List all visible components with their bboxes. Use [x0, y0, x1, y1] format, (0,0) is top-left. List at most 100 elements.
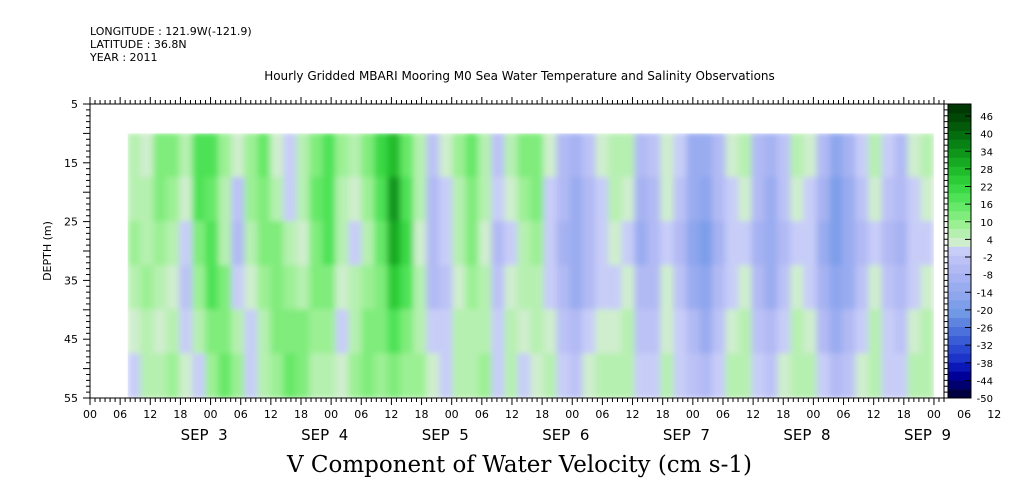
heatmap-cell: [673, 177, 688, 223]
colorbar-swatch: [948, 148, 971, 158]
heatmap-cell: [166, 177, 181, 223]
heatmap-cell: [348, 309, 363, 355]
heatmap-cell: [413, 133, 428, 178]
heatmap-cell: [829, 309, 844, 355]
heatmap-cell: [595, 177, 610, 223]
heatmap-cell: [179, 309, 194, 355]
heatmap-cell: [179, 353, 194, 398]
heatmap-cell: [881, 133, 896, 178]
heatmap-cell: [166, 353, 181, 398]
heatmap-cell: [465, 221, 480, 267]
heatmap-cell: [582, 177, 597, 223]
x-tick-label: 00: [204, 408, 218, 421]
heatmap-cell: [400, 353, 415, 398]
heatmap-cell: [855, 265, 870, 311]
colorbar-label: -32: [977, 341, 993, 352]
heatmap-cell: [920, 177, 934, 223]
colorbar-swatch: [948, 210, 971, 221]
heatmap-cell: [803, 265, 818, 311]
heatmap-cell: [777, 221, 792, 267]
heatmap-cell: [829, 177, 844, 223]
heatmap-cell: [621, 353, 636, 398]
colorbar-swatch: [948, 219, 971, 230]
heatmap-cell: [816, 309, 831, 355]
colorbar-label: -14: [977, 288, 993, 299]
colorbar: 46 40 34 28 22 16 10 4 -2 -8 -14 -20 -26 -32 -38 -44 -50: [947, 103, 993, 405]
heatmap-cell: [309, 221, 324, 267]
heatmap-cell: [309, 177, 324, 223]
heatmap-cell: [764, 177, 779, 223]
heatmap-cell: [413, 177, 428, 223]
colorbar-swatch: [948, 353, 971, 363]
colorbar-swatch: [948, 380, 971, 390]
x-tick-label: 06: [354, 408, 368, 421]
heatmap-cell: [205, 265, 220, 311]
heatmap-cell: [218, 221, 233, 267]
heatmap-cell: [478, 133, 493, 178]
heatmap-cell: [738, 133, 753, 178]
heatmap-cell: [621, 221, 636, 267]
heatmap-cell: [816, 177, 831, 223]
heatmap-cell: [296, 309, 311, 355]
heatmap-cell: [686, 221, 701, 267]
x-tick-label: 12: [626, 408, 640, 421]
x-tick-label: 18: [656, 408, 670, 421]
year-label: YEAR : 2011: [90, 51, 158, 64]
heatmap-cell: [855, 177, 870, 223]
heatmap-cell: [374, 309, 389, 355]
heatmap-cell: [530, 353, 545, 398]
heatmap-cell: [400, 309, 415, 355]
heatmap-cell: [166, 221, 181, 267]
heatmap-cell: [738, 177, 753, 223]
heatmap-cell: [387, 133, 402, 178]
heatmap-cell: [400, 133, 415, 178]
latitude-label: LATITUDE : 36.8N: [90, 38, 187, 51]
heatmap-cell: [517, 353, 532, 398]
heatmap-cell: [621, 133, 636, 178]
y-tick-label: 5: [71, 98, 78, 111]
heatmap-cell: [413, 353, 428, 398]
heatmap-cell: [777, 353, 792, 398]
heatmap-cell: [322, 353, 337, 398]
y-axis-title: DEPTH (m): [41, 221, 54, 281]
heatmap-cell: [413, 221, 428, 267]
y-tick-label: 15: [64, 157, 78, 170]
heatmap-cell: [595, 265, 610, 311]
heatmap-cell: [257, 309, 272, 355]
heatmap-cell: [322, 221, 337, 267]
heatmap-cell: [894, 221, 909, 267]
y-axis-title-group: DEPTH (m): [41, 221, 54, 281]
colorbar-label: 10: [980, 218, 993, 229]
heatmap-cell: [348, 177, 363, 223]
chart-title: Hourly Gridded MBARI Mooring M0 Sea Wate…: [264, 69, 775, 83]
heatmap-cell: [920, 133, 934, 178]
colorbar-label: -8: [983, 271, 993, 282]
heatmap-cell: [725, 221, 740, 267]
heatmap-cell: [569, 353, 584, 398]
heatmap-cell: [452, 177, 467, 223]
heatmap-cell: [764, 309, 779, 355]
heatmap-cell: [192, 309, 207, 355]
heatmap-cell: [634, 265, 649, 311]
heatmap-cell: [686, 265, 701, 311]
heatmap-cell: [283, 353, 298, 398]
heatmap-cell: [231, 221, 246, 267]
heatmap-cell: [621, 309, 636, 355]
heatmap-cell: [608, 133, 623, 178]
heatmap-cell: [140, 265, 155, 311]
x-tick-label: 18: [415, 408, 429, 421]
x-tick-label: 12: [505, 408, 519, 421]
heatmap-cell: [751, 177, 766, 223]
heatmap-cell: [829, 221, 844, 267]
heatmap-cell: [920, 221, 934, 267]
heatmap-cell: [660, 221, 675, 267]
heatmap-cell: [257, 221, 272, 267]
heatmap-cell: [231, 177, 246, 223]
heatmap-cell: [426, 265, 441, 311]
heatmap-cell: [803, 133, 818, 178]
heatmap-cell: [478, 221, 493, 267]
heatmap-cell: [465, 177, 480, 223]
heatmap-cell: [465, 265, 480, 311]
heatmap-cell: [816, 133, 831, 178]
colorbar-swatch: [948, 237, 971, 247]
